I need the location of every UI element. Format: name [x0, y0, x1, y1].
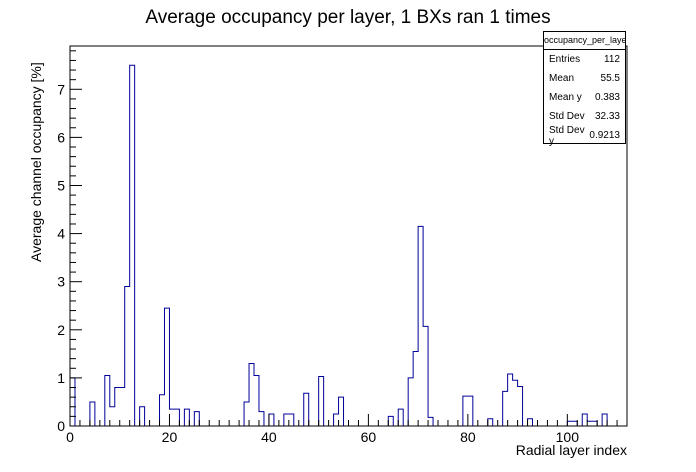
y-tick-label: 4: [57, 226, 65, 242]
chart-title: Average occupancy per layer, 1 BXs ran 1…: [145, 7, 550, 28]
stats-row-std-dev-y: Std Dev y 0.9213: [544, 124, 625, 147]
stats-box: occupancy_per_layer_profile Entries 112 …: [543, 31, 626, 147]
stats-value: 0.383: [594, 92, 620, 103]
x-axis: 0 20 40 60 80 100: [66, 414, 628, 445]
y-tick-label: 5: [57, 177, 65, 193]
x-axis-label: Radial layer index: [516, 442, 627, 458]
stats-box-title: occupancy_per_layer_profile: [544, 32, 625, 50]
stats-value: 0.9213: [589, 130, 620, 141]
histogram-outline: [69, 64, 608, 427]
stats-value: 55.5: [600, 73, 620, 84]
stats-row-entries: Entries 112: [544, 50, 625, 69]
y-axis: 0 1 2 3 4 5 6 7: [57, 50, 82, 434]
y-tick-label: 3: [57, 274, 65, 290]
stats-row-mean-y: Mean y 0.383: [544, 88, 625, 107]
stats-label: Mean: [549, 73, 575, 84]
y-tick-label: 1: [57, 370, 65, 386]
stats-value: 112: [604, 54, 620, 65]
x-tick-label: 80: [460, 429, 476, 445]
stats-value: 32.33: [594, 111, 620, 122]
histogram-bars: [69, 64, 608, 427]
y-tick-label: 0: [57, 418, 65, 434]
x-tick-label: 20: [162, 429, 178, 445]
stats-label: Entries: [549, 54, 581, 65]
stats-row-mean: Mean 55.5: [544, 69, 625, 88]
y-tick-label: 7: [57, 81, 65, 97]
y-tick-label: 6: [57, 129, 65, 145]
x-tick-label: 100: [556, 429, 580, 445]
y-axis-label: Average channel occupancy [%]: [28, 62, 44, 262]
y-tick-label: 2: [57, 322, 65, 338]
x-tick-label: 60: [361, 429, 377, 445]
stats-label: Std Dev: [549, 111, 585, 122]
stats-label: Mean y: [549, 92, 582, 103]
x-tick-label: 0: [66, 429, 74, 445]
stats-label: Std Dev y: [549, 124, 585, 147]
stats-row-std-dev: Std Dev 32.33: [544, 107, 625, 126]
x-tick-label: 40: [261, 429, 277, 445]
